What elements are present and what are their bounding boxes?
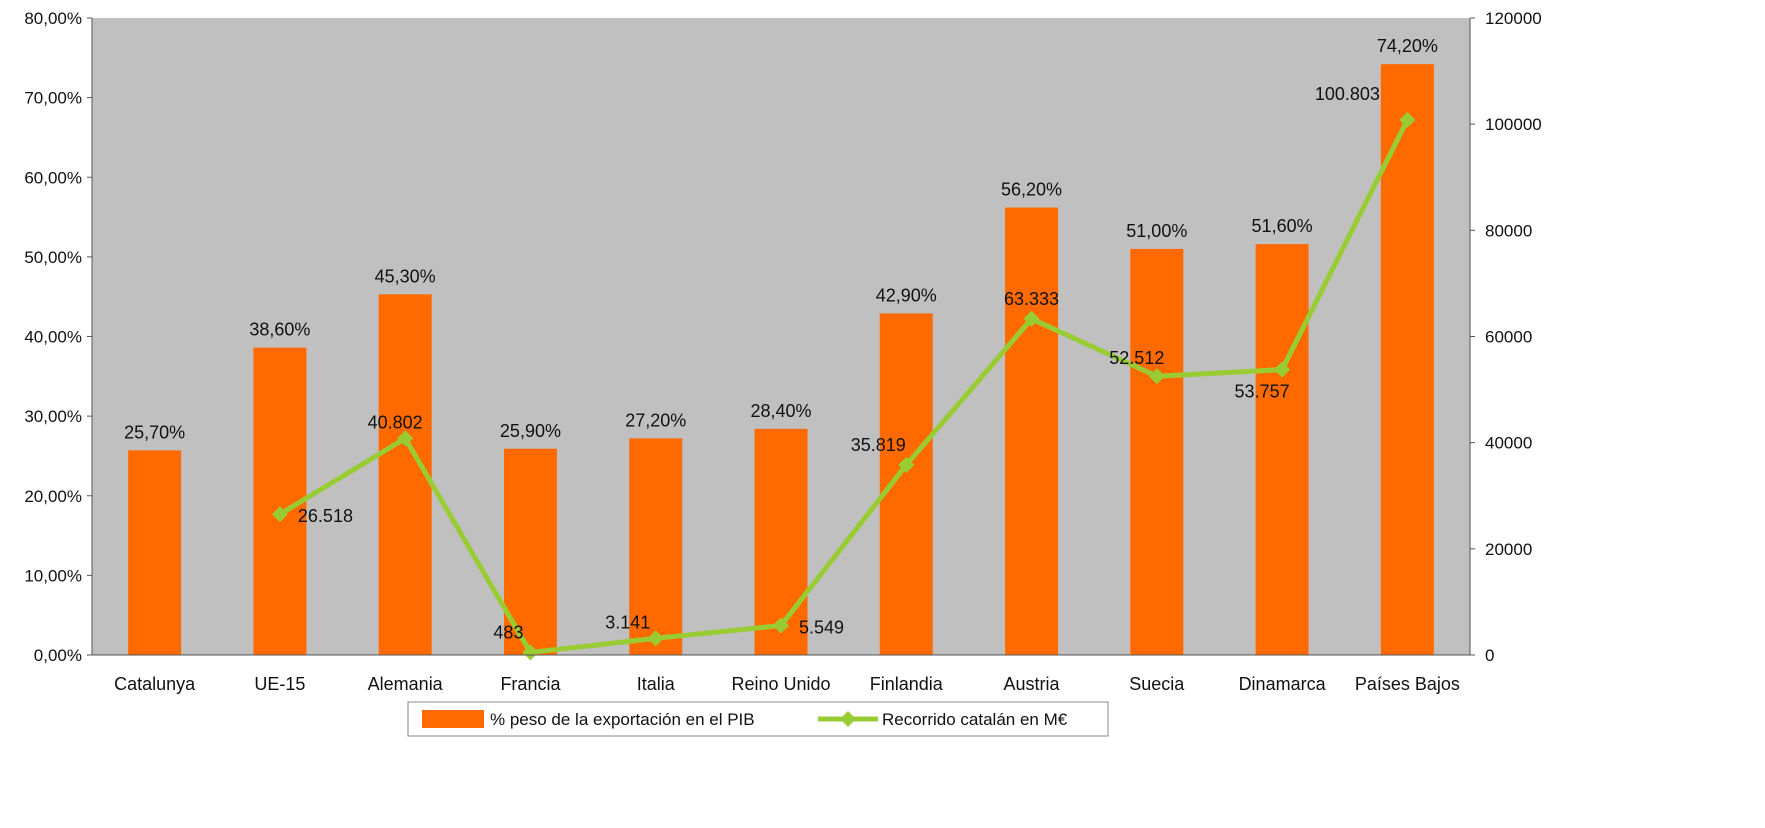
bar bbox=[754, 428, 808, 655]
bar-data-label: 56,20% bbox=[1001, 180, 1062, 200]
line-marker bbox=[898, 456, 915, 473]
x-axis-category-label: Dinamarca bbox=[1239, 674, 1327, 694]
right-axis-tick-label: 40000 bbox=[1485, 434, 1532, 453]
x-axis-category-label: Suecia bbox=[1129, 674, 1185, 694]
right-axis-tick-label: 20000 bbox=[1485, 540, 1532, 559]
bar-data-label: 25,70% bbox=[124, 422, 185, 442]
x-axis-categories: Catalunya UE-15 Alemania Francia Italia Reino… bbox=[92, 654, 1470, 694]
line-marker bbox=[1399, 111, 1416, 128]
legend-label-bar: % peso de la exportación en el PIB bbox=[490, 710, 755, 729]
bar bbox=[378, 294, 432, 655]
right-axis-tick-label: 80000 bbox=[1485, 221, 1532, 240]
x-axis-category-label: Finlandia bbox=[870, 674, 944, 694]
bar-data-label: 27,20% bbox=[625, 410, 686, 430]
x-axis-category-label: UE-15 bbox=[254, 674, 305, 694]
x-axis-category-label: Alemania bbox=[368, 674, 444, 694]
left-axis-tick-label: 60,00% bbox=[24, 168, 82, 187]
left-axis-tick-label: 30,00% bbox=[24, 407, 82, 426]
line-path bbox=[278, 118, 1410, 655]
line-data-label: 483 bbox=[493, 622, 523, 642]
legend-swatch-bar bbox=[422, 710, 484, 728]
x-axis-category-label: Austria bbox=[1004, 674, 1061, 694]
bar bbox=[1005, 207, 1059, 655]
left-axis-tick-label: 70,00% bbox=[24, 89, 82, 108]
bar-data-label: 28,40% bbox=[750, 401, 811, 421]
line-data-label: 35.819 bbox=[851, 435, 906, 455]
right-axis-tick-label: 0 bbox=[1485, 646, 1494, 665]
line-data-label: 26.518 bbox=[298, 506, 353, 526]
x-axis-category-label: Catalunya bbox=[114, 674, 196, 694]
bar-data-label: 45,30% bbox=[375, 266, 436, 286]
left-y-axis: 0,00% 10,00% 20,00% 30,00% 40,00% 50,00% 60,00… bbox=[24, 9, 93, 665]
legend: % peso de la exportación en el PIB Recorr… bbox=[407, 701, 1109, 737]
left-axis-tick-label: 0,00% bbox=[34, 646, 82, 665]
line-marker bbox=[773, 617, 789, 634]
bar bbox=[879, 313, 933, 655]
line-data-label: 100.803 bbox=[1315, 84, 1380, 104]
bar bbox=[629, 438, 683, 655]
left-axis-tick-label: 20,00% bbox=[24, 487, 82, 506]
line-data-label: 52.512 bbox=[1109, 348, 1164, 368]
legend-label-line: Recorrido catalán en M€ bbox=[882, 710, 1068, 729]
right-axis-tick-label: 60000 bbox=[1485, 328, 1532, 347]
line-marker bbox=[647, 630, 664, 647]
bar-series: 25,70% 38,60% 45,30% 25,90% 27,20% 28,40% 42,9… bbox=[124, 36, 1438, 656]
left-axis-tick-label: 10,00% bbox=[24, 566, 82, 585]
line-data-label: 3.141 bbox=[605, 612, 650, 632]
bar bbox=[1130, 248, 1184, 655]
line-data-label: 53.757 bbox=[1235, 382, 1290, 402]
bar bbox=[1380, 64, 1434, 656]
line-data-label: 63.333 bbox=[1004, 289, 1059, 309]
left-axis-tick-label: 40,00% bbox=[24, 328, 82, 347]
bar-data-label: 25,90% bbox=[500, 421, 561, 441]
line-marker bbox=[522, 644, 539, 661]
legend-swatch-marker bbox=[840, 711, 856, 727]
left-axis-tick-label: 80,00% bbox=[24, 9, 82, 28]
right-y-axis: 0 20000 40000 60000 80000 100000 120000 bbox=[1469, 9, 1542, 665]
bar bbox=[128, 450, 182, 655]
x-axis-category-label: Reino Unido bbox=[731, 674, 830, 694]
bar-data-label: 74,20% bbox=[1377, 36, 1438, 56]
line-data-label: 5.549 bbox=[799, 618, 844, 638]
line-marker bbox=[271, 506, 288, 523]
right-axis-tick-label: 100000 bbox=[1485, 115, 1542, 134]
bar-data-label: 51,00% bbox=[1126, 221, 1187, 241]
legend-box bbox=[407, 701, 1109, 737]
line-marker bbox=[1148, 368, 1165, 385]
line-series: 26.518 40.802 483 3.141 5.549 35.819 63.333 52.… bbox=[271, 84, 1416, 661]
x-axis-category-label: Francia bbox=[500, 674, 561, 694]
bar-data-label: 38,60% bbox=[249, 320, 310, 340]
left-axis-tick-label: 50,00% bbox=[24, 248, 82, 267]
bar-data-label: 51,60% bbox=[1252, 216, 1313, 236]
line-marker bbox=[1023, 310, 1040, 327]
x-axis-category-label: Italia bbox=[637, 674, 676, 694]
bar-data-label: 42,90% bbox=[876, 285, 937, 305]
right-axis-tick-label: 120000 bbox=[1485, 9, 1542, 28]
x-axis-category-label: Países Bajos bbox=[1355, 674, 1460, 694]
line-data-label: 40.802 bbox=[368, 412, 423, 432]
line-marker bbox=[397, 430, 414, 447]
bar bbox=[1255, 244, 1309, 655]
line-marker bbox=[1274, 361, 1291, 378]
